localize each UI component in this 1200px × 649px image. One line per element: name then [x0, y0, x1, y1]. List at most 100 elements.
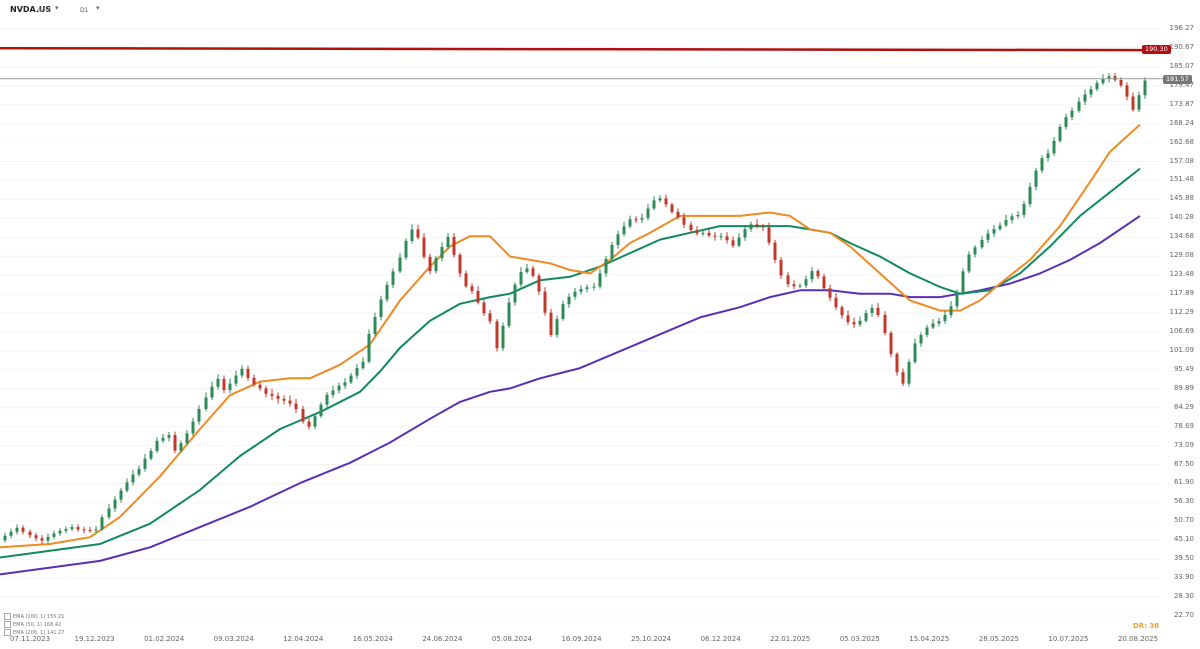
candle-body	[1113, 76, 1117, 80]
timeframe-selector[interactable]: D1	[80, 7, 89, 14]
x-tick-label: 24.06.2024	[422, 635, 463, 643]
candle-body	[670, 204, 674, 212]
candle-body	[937, 321, 941, 324]
candle-body	[398, 257, 402, 272]
candle-body	[549, 312, 553, 335]
candle-body	[258, 384, 262, 389]
x-tick-label: 20.08.2025	[1117, 635, 1159, 643]
candle-body	[355, 368, 359, 376]
candle-body	[197, 409, 201, 422]
candle-body	[701, 232, 705, 234]
candle-body	[961, 271, 965, 293]
candle-body	[46, 536, 50, 541]
candle-body	[1040, 158, 1044, 171]
symbol-dropdown-icon[interactable]: ▾	[55, 4, 59, 12]
candle-body	[1131, 96, 1135, 110]
candle-body	[634, 219, 638, 221]
candle-body	[349, 375, 353, 383]
candle-body	[1119, 79, 1123, 86]
candle-body	[1046, 153, 1050, 159]
legend-checkbox-icon[interactable]	[4, 629, 11, 636]
candle-body	[125, 482, 129, 491]
candle-body	[531, 268, 535, 276]
y-tick-label: 140.28	[1169, 213, 1195, 222]
y-tick-label: 123.48	[1169, 270, 1195, 279]
candle-body	[543, 291, 547, 313]
y-tick-label: 39.50	[1173, 554, 1194, 563]
candle-body	[719, 236, 723, 238]
legend-ema100[interactable]: EMA (100, 1) 155.21	[4, 613, 64, 620]
candle-body	[828, 288, 832, 298]
current-price-tag: 181.57	[1163, 74, 1192, 84]
candle-body	[15, 527, 19, 532]
candle-body	[325, 394, 329, 405]
candle-body	[664, 198, 668, 205]
y-tick-label: 145.88	[1169, 194, 1195, 203]
legend-value: 155.21	[46, 614, 65, 620]
y-tick-label: 67.50	[1173, 459, 1194, 468]
candle-body	[464, 273, 468, 287]
candle-body	[567, 296, 571, 305]
candle-body	[191, 421, 195, 434]
candle-body	[100, 517, 104, 530]
candle-body	[792, 284, 796, 287]
candle-body	[416, 229, 420, 238]
candle-body	[1137, 95, 1141, 110]
candle-body	[682, 217, 686, 225]
y-tick-label: 84.29	[1173, 402, 1194, 411]
x-tick-label: 16.09.2024	[561, 635, 602, 643]
chart-header: NVDA.US Rcul ▾ D1 ▾	[0, 0, 400, 20]
candle-body	[88, 530, 92, 532]
legend-checkbox-icon[interactable]	[4, 613, 11, 620]
y-tick-label: 61.90	[1173, 478, 1194, 487]
legend-label: EMA (50, 1)	[13, 622, 43, 628]
timeframe-dropdown-icon[interactable]: ▾	[96, 4, 100, 12]
candle-body	[980, 239, 984, 248]
x-tick-label: 10.07.2025	[1048, 635, 1089, 643]
x-tick-label: 05.03.2025	[839, 635, 880, 643]
candle-body	[767, 227, 771, 243]
price-levels	[0, 46, 1164, 80]
candle-body	[3, 535, 7, 541]
candle-body	[28, 531, 32, 536]
candle-body	[592, 286, 596, 288]
candle-body	[870, 307, 874, 313]
y-tick-label: 73.09	[1173, 440, 1194, 449]
candle-body	[234, 375, 238, 384]
candle-body	[598, 273, 602, 287]
legend-ema50[interactable]: EMA (50, 1) 168.42	[4, 621, 61, 628]
candle-body	[21, 527, 25, 532]
candle-body	[1095, 83, 1099, 90]
market-label: Rcul	[38, 7, 51, 14]
candle-body	[119, 490, 123, 500]
legend-checkbox-icon[interactable]	[4, 621, 11, 628]
candle-body	[173, 435, 177, 451]
candle-body	[252, 377, 256, 385]
candle-body	[204, 397, 208, 410]
candle-body	[573, 291, 577, 297]
symbol-selector[interactable]: NVDA.US	[10, 5, 52, 14]
x-tick-label: 07.11.2023	[9, 635, 51, 643]
candle-body	[640, 217, 644, 220]
candle-body	[822, 276, 826, 289]
candle-body	[616, 234, 620, 246]
candle-body	[913, 343, 917, 363]
candle-body	[428, 256, 432, 272]
y-tick-label: 50.70	[1173, 516, 1194, 525]
candle-body	[846, 315, 850, 323]
y-tick-label: 185.07	[1169, 61, 1195, 70]
candle-body	[876, 307, 880, 316]
candle-body	[604, 258, 608, 274]
watermark-label: DR: 38	[1133, 622, 1160, 630]
candle-body	[228, 383, 232, 391]
candle-body	[9, 531, 13, 536]
candle-body	[537, 275, 541, 292]
candle-body	[628, 219, 632, 227]
candle-body	[185, 433, 189, 444]
y-tick-label: 33.90	[1173, 573, 1194, 582]
candle-body	[998, 225, 1002, 230]
legend-ema200[interactable]: EMA (200, 1) 141.27	[4, 629, 64, 636]
candle-body	[1089, 89, 1093, 95]
candle-body	[161, 437, 165, 441]
